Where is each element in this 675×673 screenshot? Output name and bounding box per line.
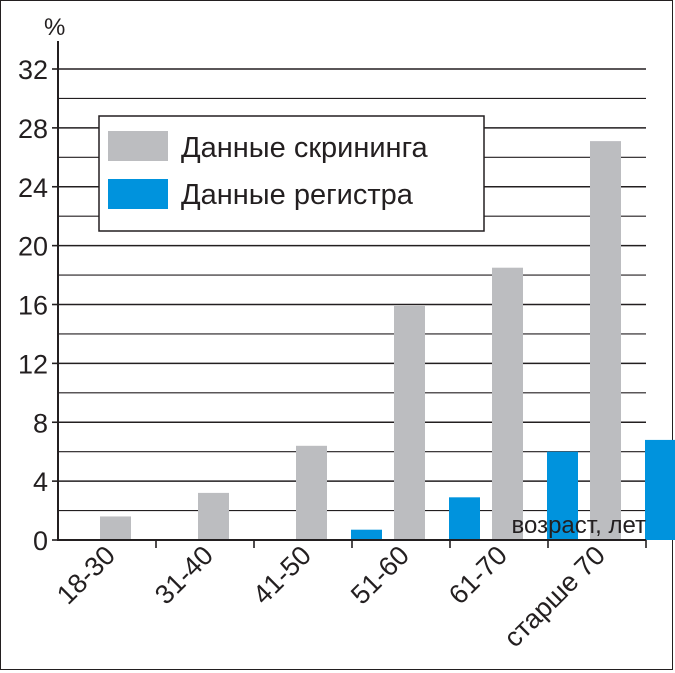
y-tick-label: 32: [18, 55, 48, 85]
bar-registry: [351, 529, 382, 540]
y-tick-label: 20: [18, 232, 48, 262]
x-tick-label: старше 70: [498, 540, 611, 653]
y-tick-label: 0: [33, 526, 48, 556]
x-tick-label: 51-60: [345, 540, 415, 610]
y-tick-label: 12: [18, 349, 48, 379]
x-tick-label: 31-40: [149, 540, 219, 610]
x-tick-label: 61-70: [443, 540, 513, 610]
bar-registry: [547, 451, 578, 540]
bar-screening: [492, 267, 523, 540]
legend-swatch-screening: [108, 131, 168, 161]
y-tick-label: 28: [18, 114, 48, 144]
y-axis-label: %: [44, 14, 65, 41]
x-axis-label: возраст, лет: [512, 512, 646, 539]
legend-label-registry: Данные регистра: [181, 179, 414, 211]
y-tick-label: 4: [33, 467, 48, 497]
bar-screening: [100, 516, 131, 540]
legend: Данные скрининга Данные регистра: [98, 115, 485, 232]
bar-registry: [449, 497, 480, 540]
bar-screening: [394, 305, 425, 540]
legend-label-screening: Данные скрининга: [181, 132, 429, 164]
y-tick-label: 24: [18, 173, 48, 203]
y-tick-labels: 0 4 8 12 16 20 24 28 32: [18, 55, 48, 556]
bar-screening: [198, 492, 229, 540]
bar-screening: [590, 141, 621, 540]
bar-screening: [296, 445, 327, 540]
bar-registry: [645, 439, 675, 540]
x-tick-label: 18-30: [51, 540, 121, 610]
bars: [100, 141, 675, 540]
x-tick-label: 41-50: [247, 540, 317, 610]
legend-swatch-registry: [108, 179, 168, 209]
y-tick-label: 16: [18, 291, 48, 321]
y-tick-label: 8: [33, 408, 48, 438]
